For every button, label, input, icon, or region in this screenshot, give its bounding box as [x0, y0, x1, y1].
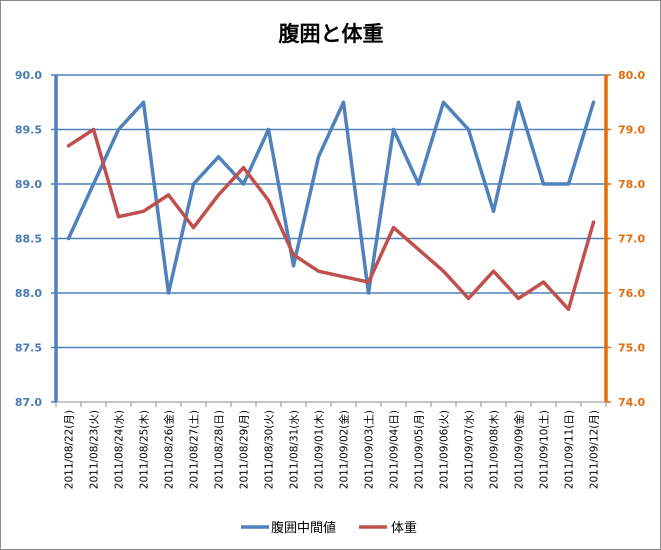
series-lines: [66, 100, 596, 312]
weight-data-point: [141, 209, 146, 213]
axes: [51, 74, 611, 407]
x-tick-label: 2011/08/28(日): [214, 410, 226, 489]
series-line-weight: [66, 127, 596, 312]
x-tick-label: 2011/09/09(金): [513, 410, 526, 489]
x-tick-label: 2011/08/31(水): [289, 410, 301, 489]
waist-data-point: [416, 182, 421, 186]
weight-data-point: [166, 193, 171, 197]
legend-label-waist: 腹囲中間値: [271, 520, 336, 536]
y-right-tick-label: 76.0: [618, 287, 645, 300]
waist-data-point: [316, 155, 321, 159]
y-right-tick-label: 79.0: [618, 124, 645, 137]
x-tick-label: 2011/08/24(水): [114, 410, 126, 489]
weight-data-point: [91, 127, 96, 132]
x-tick-label: 2011/08/22(月): [64, 410, 76, 489]
waist-data-point: [341, 100, 346, 104]
series-line-waist: [66, 100, 596, 295]
x-tick-label: 2011/08/23(火): [89, 410, 101, 489]
tick-labels: 87.0 87.5 88.0 88.5 89.0 89.5 90.0 74.0 75.0 76.0…: [15, 69, 646, 489]
waist-data-point: [391, 127, 396, 132]
y-right-tick-label: 78.0: [618, 178, 645, 191]
waist-data-point: [266, 127, 271, 132]
x-tick-label: 2011/08/27(土): [188, 410, 201, 489]
y-left-tick-label: 89.0: [15, 178, 42, 191]
weight-data-point: [541, 280, 546, 284]
weight-data-point: [241, 166, 246, 170]
weight-data-point: [366, 280, 371, 284]
weight-data-point: [266, 198, 271, 202]
weight-data-point: [291, 253, 296, 257]
x-tick-label: 2011/09/02(金): [338, 410, 351, 489]
x-tick-label: 2011/08/25(木): [139, 410, 151, 489]
y-right-tick-label: 80.0: [618, 69, 645, 82]
y-left-tick-label: 87.0: [15, 396, 42, 409]
waist-data-point: [216, 155, 221, 159]
waist-data-point: [516, 100, 521, 104]
x-tick-label: 2011/08/29(月): [239, 410, 251, 489]
x-tick-label: 2011/09/07(水): [464, 410, 476, 489]
weight-data-point: [191, 226, 196, 230]
waist-data-point: [291, 264, 296, 268]
waist-data-point: [166, 291, 171, 295]
waist-data-point: [191, 182, 196, 186]
x-tick-label: 2011/09/10(土): [538, 410, 551, 489]
waist-data-point: [141, 100, 146, 104]
waist-data-point: [91, 182, 96, 186]
y-left-tick-label: 88.0: [15, 287, 42, 300]
y-right-tick-label: 77.0: [618, 233, 645, 246]
weight-data-point: [391, 226, 396, 230]
waist-data-point: [566, 182, 571, 186]
waist-data-point: [541, 182, 546, 186]
y-right-tick-label: 74.0: [618, 396, 645, 409]
weight-data-point: [416, 247, 421, 251]
y-left-tick-label: 89.5: [15, 124, 42, 137]
waist-data-point: [366, 291, 371, 295]
y-left-tick-label: 90.0: [15, 69, 42, 82]
weight-data-point: [516, 296, 521, 301]
legend-label-weight: 体重: [391, 520, 417, 536]
weight-data-point: [116, 215, 121, 219]
waist-data-point: [241, 182, 246, 186]
weight-data-point: [66, 144, 71, 148]
x-tick-label: 2011/09/01(木): [314, 410, 326, 489]
waist-data-point: [441, 100, 446, 104]
weight-data-point: [566, 307, 571, 311]
x-tick-label: 2011/09/03(土): [363, 410, 376, 489]
y-left-tick-label: 88.5: [15, 233, 42, 246]
weight-data-point: [216, 193, 221, 197]
y-left-tick-label: 87.5: [15, 342, 42, 355]
x-tick-label: 2011/09/04(日): [389, 410, 401, 489]
weight-data-point: [316, 269, 321, 273]
waist-data-point: [466, 127, 471, 132]
waist-data-point: [66, 236, 71, 241]
chart-title: 腹囲と体重: [279, 22, 384, 46]
y-right-tick-label: 75.0: [618, 342, 645, 355]
waist-data-point: [591, 100, 596, 104]
waist-data-point: [116, 127, 121, 132]
x-tick-label: 2011/09/05(月): [414, 410, 426, 489]
x-tick-label: 2011/09/12(月): [589, 410, 601, 489]
x-tick-label: 2011/09/11(日): [564, 410, 576, 489]
weight-data-point: [466, 296, 471, 301]
legend: 腹囲中間値 体重: [241, 520, 417, 536]
x-tick-label: 2011/09/06(火): [439, 410, 451, 489]
x-tick-label: 2011/09/08(木): [489, 410, 501, 489]
weight-data-point: [341, 275, 346, 279]
weight-data-point: [441, 269, 446, 273]
weight-data-point: [591, 220, 596, 224]
x-tick-label: 2011/08/30(火): [264, 410, 276, 489]
weight-data-point: [491, 269, 496, 273]
waist-data-point: [491, 209, 496, 213]
x-tick-label: 2011/08/26(金): [163, 410, 176, 489]
